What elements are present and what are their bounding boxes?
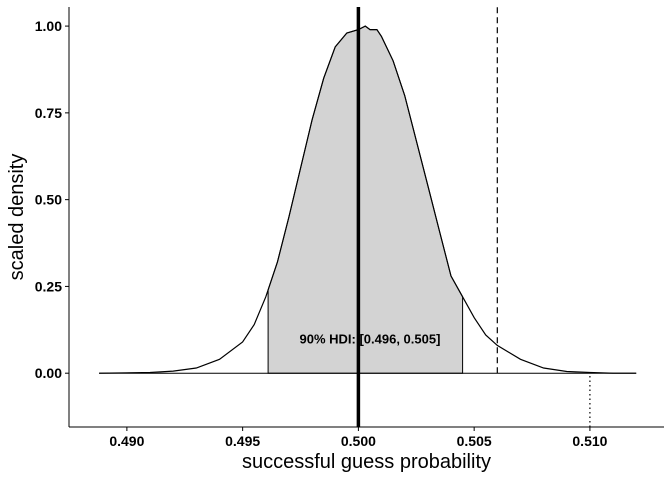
x-tick-label: 0.500 xyxy=(341,433,376,449)
hdi-annotation-label: 90% HDI: [0.496, 0.505] xyxy=(300,331,441,346)
y-tick-label: 0.00 xyxy=(35,365,62,381)
x-tick-label: 0.510 xyxy=(572,433,607,449)
y-tick-label: 0.75 xyxy=(35,105,62,121)
x-tick-label: 0.490 xyxy=(109,433,144,449)
x-tick-label: 0.505 xyxy=(457,433,492,449)
hdi-region xyxy=(267,25,464,374)
x-tick-label: 0.495 xyxy=(225,433,260,449)
y-tick-label: 1.00 xyxy=(35,18,62,34)
y-axis-title: scaled density xyxy=(6,154,28,281)
density-curve xyxy=(99,25,637,374)
y-tick-label: 0.50 xyxy=(35,192,62,208)
x-axis-ticks: 0.490 0.495 0.500 0.505 0.510 xyxy=(109,427,608,449)
y-axis-ticks: 0.00 0.25 0.50 0.75 1.00 xyxy=(35,18,69,381)
x-axis-title: successful guess probability xyxy=(242,451,491,473)
plot-area xyxy=(99,7,637,427)
y-tick-label: 0.25 xyxy=(35,278,62,294)
